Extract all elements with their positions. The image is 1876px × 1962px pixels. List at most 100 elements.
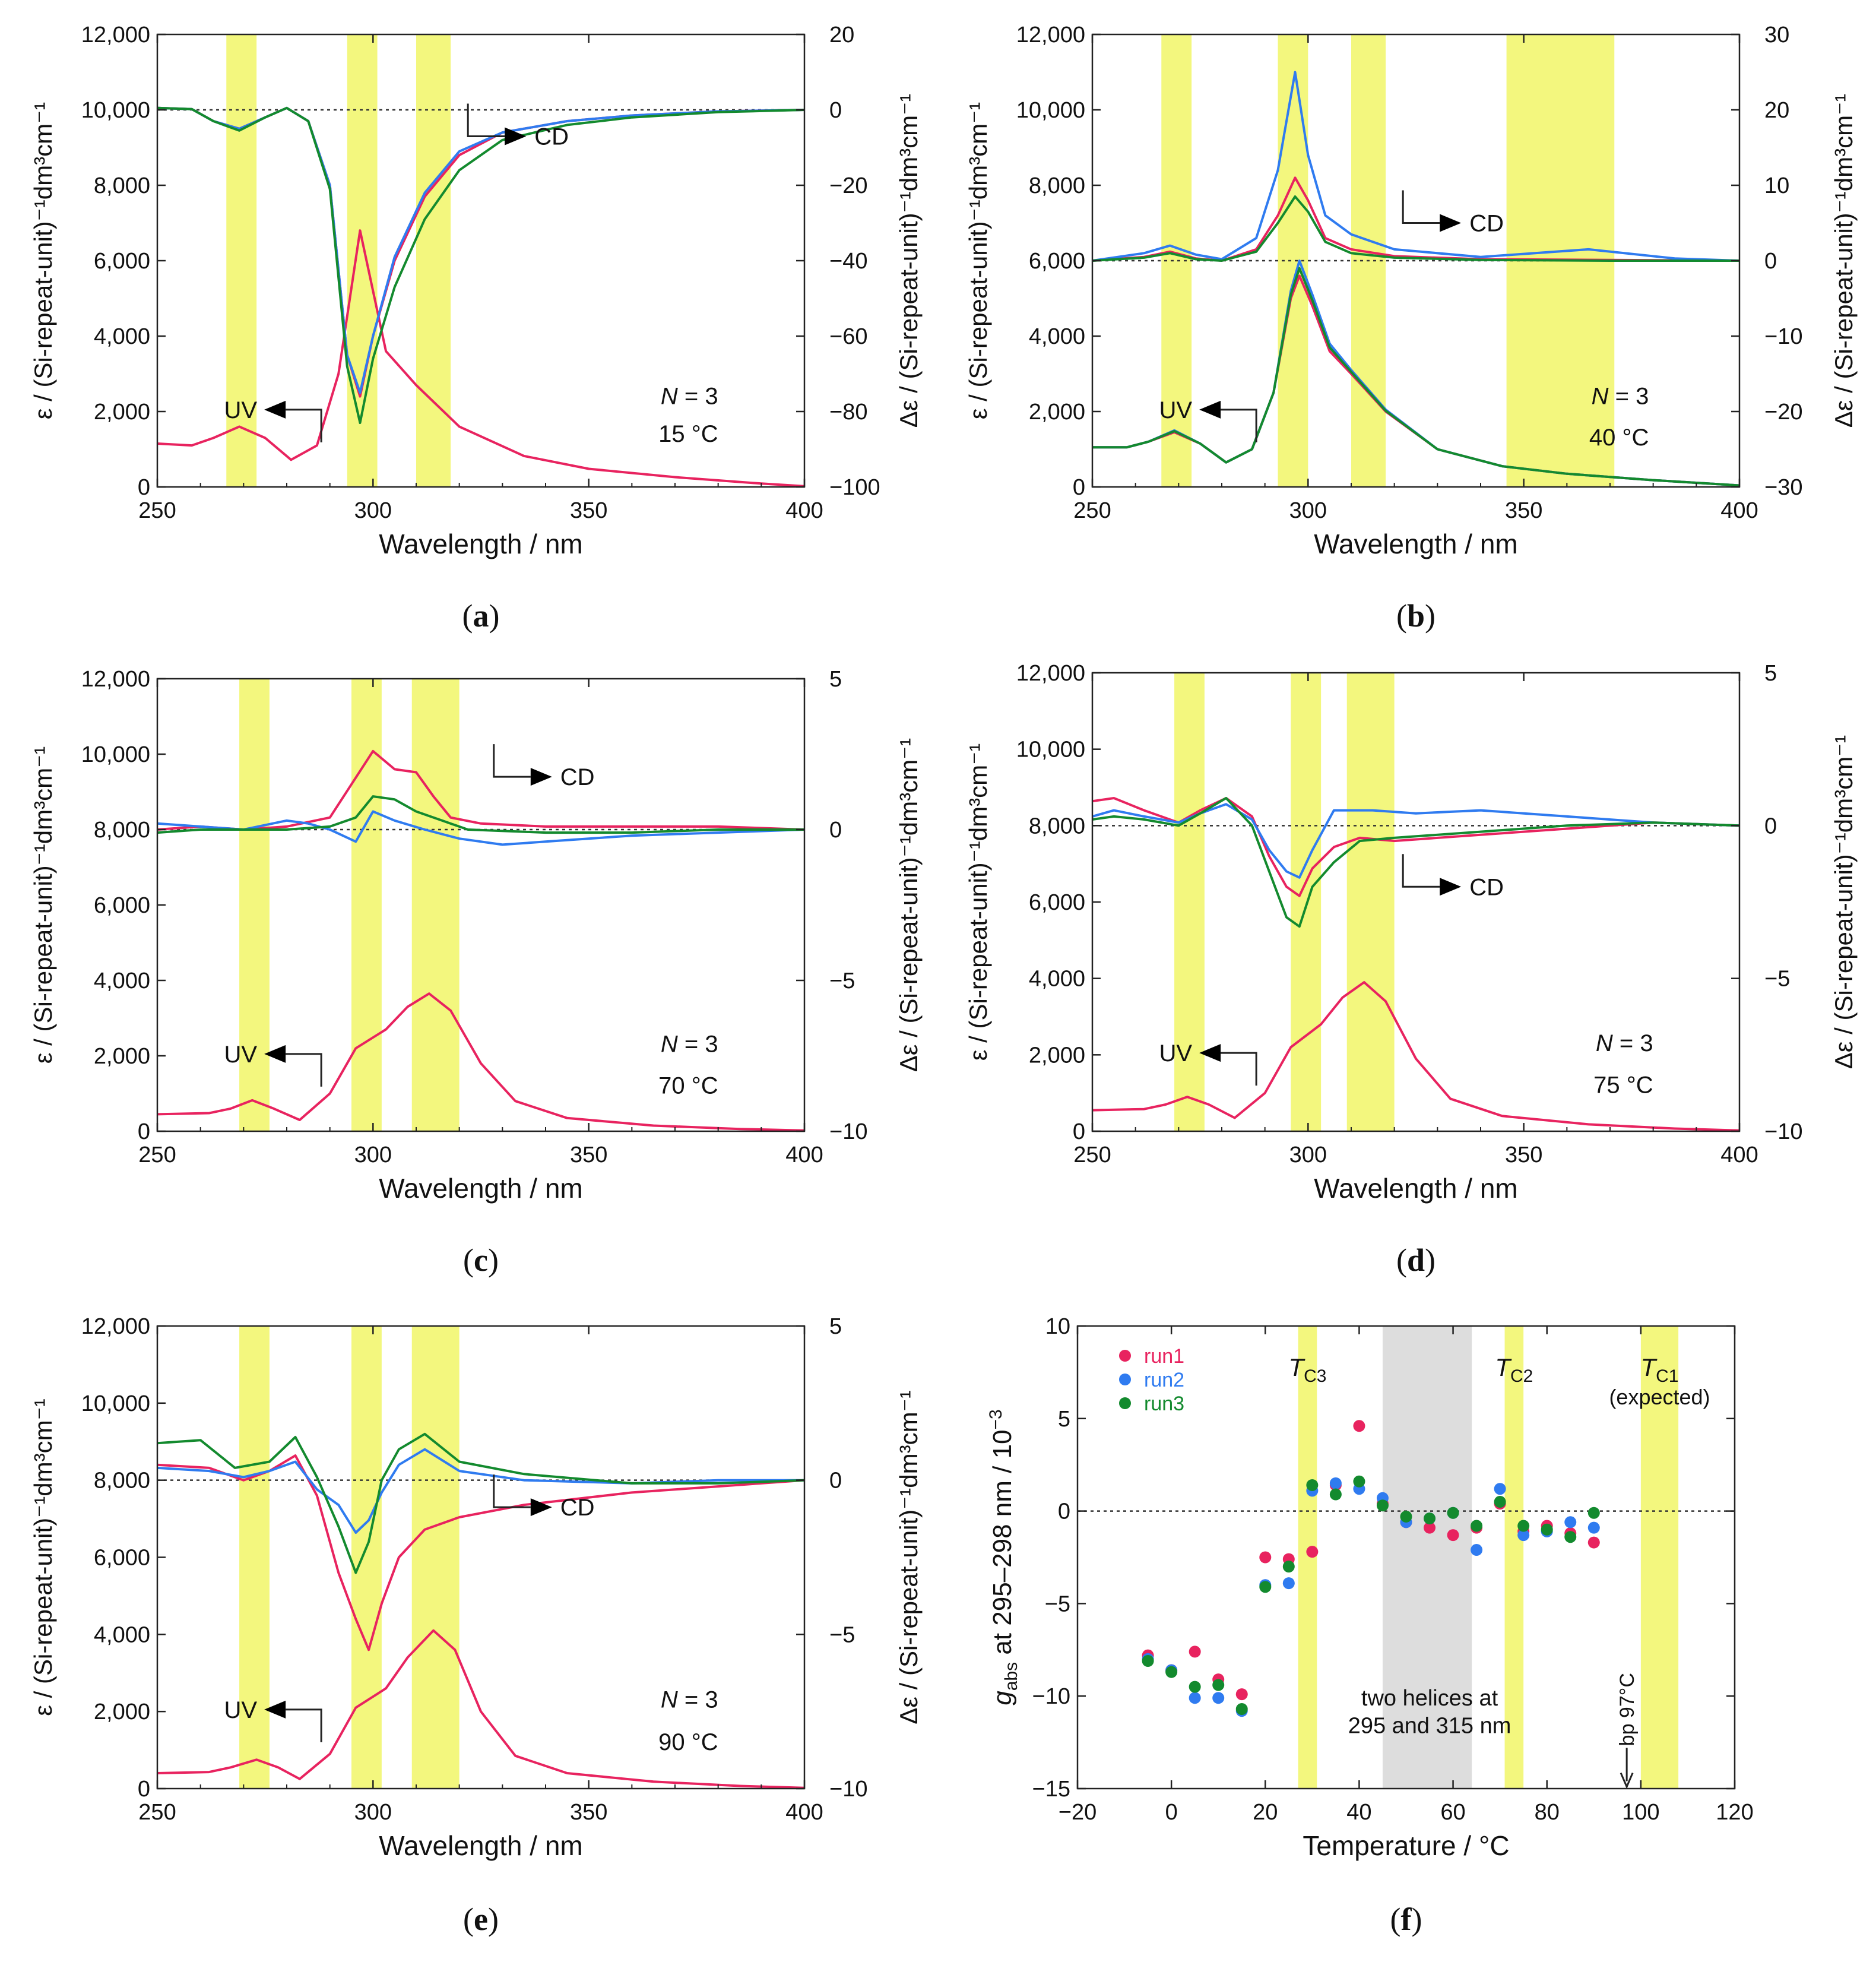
- temperature-label: 15 °C: [658, 421, 718, 447]
- point-run3: [1306, 1479, 1319, 1491]
- n-label-n: N: [661, 383, 678, 409]
- y-left-axis-title: ε / (Si-repeat-unit)⁻¹dm³cm⁻¹: [29, 746, 57, 1064]
- y-right-tick-label: 20: [1764, 98, 1789, 123]
- x-tick-label: 40: [1346, 1800, 1371, 1825]
- n-label-n: N: [661, 1687, 678, 1713]
- y-left-tick-label: 4,000: [1029, 324, 1085, 349]
- y-left-tick-label: 2,000: [1029, 1043, 1085, 1068]
- cd-tag-label: CD: [534, 124, 569, 150]
- point-run3: [1282, 1561, 1295, 1573]
- cd-line-run3: [157, 795, 804, 834]
- y-right-tick-label: −20: [829, 173, 867, 198]
- panel-caption: (e): [463, 1901, 499, 1937]
- x-tick-label: 100: [1622, 1800, 1659, 1825]
- panel-caption: (f): [1390, 1901, 1422, 1937]
- cd-arrow: [493, 1474, 531, 1508]
- y-right-tick-label: −10: [1764, 324, 1802, 349]
- y-left-tick-label: 6,000: [1029, 249, 1085, 274]
- tc-label: TC2: [1495, 1353, 1533, 1386]
- y-left-tick-label: 6,000: [94, 249, 150, 274]
- y-right-tick-label: −100: [829, 475, 880, 500]
- y-left-tick-label: 8,000: [94, 173, 150, 198]
- panel-caption: (c): [463, 1242, 499, 1278]
- point-run3: [1424, 1512, 1436, 1525]
- cd-line-run2: [157, 810, 805, 846]
- y-left-tick-label: 8,000: [1029, 814, 1085, 838]
- y-right-tick-label: −5: [829, 969, 855, 993]
- legend-label-run3: run3: [1144, 1393, 1184, 1415]
- tc-label-sub: C3: [1304, 1366, 1326, 1386]
- y-left-tick-label: 10,000: [81, 742, 150, 767]
- caption-paren: ): [1425, 598, 1435, 634]
- point-run3: [1517, 1520, 1530, 1532]
- caption-paren: (: [1396, 1242, 1407, 1278]
- x-tick-label: 120: [1716, 1800, 1753, 1825]
- y-tick-label: 5: [1058, 1407, 1070, 1432]
- legend-marker-run2: [1119, 1374, 1131, 1385]
- point-run3: [1142, 1654, 1154, 1667]
- y-tick-label: 10: [1045, 1314, 1070, 1339]
- y-right-tick-label: −5: [1764, 967, 1790, 992]
- highlight-band: [351, 1326, 382, 1789]
- point-run1: [1587, 1536, 1600, 1549]
- y-axis-title: gabs at 295–298 nm / 10−3: [986, 1409, 1021, 1705]
- y-left-axis-title: ε / (Si-repeat-unit)⁻¹dm³cm⁻¹: [964, 102, 992, 419]
- cd-arrowhead: [530, 1498, 552, 1517]
- uv-arrowhead: [264, 400, 286, 419]
- y-left-tick-label: 10,000: [1016, 738, 1085, 762]
- caption-letter: a: [473, 598, 489, 634]
- n-label-n: N: [661, 1031, 678, 1058]
- y-left-axis-title: ε / (Si-repeat-unit)⁻¹dm³cm⁻¹: [964, 743, 992, 1061]
- point-run3: [1564, 1531, 1577, 1543]
- point-run3: [1189, 1681, 1201, 1693]
- uv-tag-label: UV: [224, 1042, 258, 1068]
- y-left-tick-label: 2,000: [94, 1044, 150, 1069]
- cd-line-run2: [157, 1448, 804, 1534]
- bp-arrowhead: [1620, 1772, 1634, 1789]
- uv-line-run1: [157, 992, 805, 1132]
- y-right-tick-label: −40: [829, 249, 867, 274]
- x-tick-label: 250: [1073, 498, 1111, 523]
- point-run2: [1564, 1516, 1577, 1529]
- uv-tag-label: UV: [224, 397, 258, 423]
- cd-line-run3: [1092, 195, 1739, 262]
- x-tick-label: 250: [138, 1143, 176, 1167]
- n-label-value: = 3: [678, 383, 718, 409]
- y-right-axis-title: Δε / (Si-repeat-unit)⁻¹dm³cm⁻¹: [1830, 94, 1858, 428]
- uv-arrow: [286, 1053, 322, 1087]
- cd-line-run3: [1092, 797, 1740, 928]
- caption-paren: (: [1390, 1901, 1401, 1937]
- point-run3: [1471, 1520, 1483, 1532]
- y-left-axis-title: ε / (Si-repeat-unit)⁻¹dm³cm⁻¹: [29, 102, 57, 419]
- y-right-tick-label: 30: [1764, 23, 1789, 48]
- n-label-value: = 3: [1609, 383, 1649, 409]
- tc-note: (expected): [1609, 1385, 1710, 1409]
- panel-e: 250 300 350 400 0 2,000 4,000 6,000 8,000 10,000 1…: [29, 1314, 923, 1937]
- temperature-label: 90 °C: [658, 1729, 718, 1755]
- y-left-tick-label: 2,000: [94, 400, 150, 425]
- caption-paren: ): [488, 1242, 499, 1278]
- cd-line-run3: [157, 106, 805, 424]
- n-label: N = 3: [661, 1031, 718, 1058]
- highlight-band: [411, 679, 460, 1131]
- caption-paren: (: [463, 1242, 474, 1278]
- y-left-tick-label: 12,000: [81, 23, 150, 48]
- x-tick-label: 350: [1505, 498, 1542, 523]
- x-tick-label: 350: [570, 498, 607, 523]
- y-left-axis-title: ε / (Si-repeat-unit)⁻¹dm³cm⁻¹: [29, 1398, 57, 1716]
- tc-label-t: T: [1288, 1353, 1305, 1381]
- y-right-axis-title: Δε / (Si-repeat-unit)⁻¹dm³cm⁻¹: [895, 1390, 923, 1724]
- uv-arrowhead: [1199, 400, 1221, 419]
- y-left-tick-label: 8,000: [1029, 173, 1085, 198]
- point-run1: [1424, 1521, 1436, 1534]
- caption-letter: d: [1407, 1242, 1425, 1278]
- y-right-tick-label: −20: [1764, 400, 1802, 425]
- y-left-tick-label: 6,000: [94, 1546, 150, 1571]
- point-run2: [1329, 1477, 1342, 1489]
- cd-arrowhead: [1440, 878, 1462, 896]
- y-right-axis-title: Δε / (Si-repeat-unit)⁻¹dm³cm⁻¹: [1830, 735, 1858, 1069]
- n-label: N = 3: [1596, 1030, 1653, 1056]
- x-tick-label: 300: [1289, 498, 1327, 523]
- cd-tag-label: CD: [560, 1495, 595, 1521]
- point-run1: [1353, 1420, 1365, 1432]
